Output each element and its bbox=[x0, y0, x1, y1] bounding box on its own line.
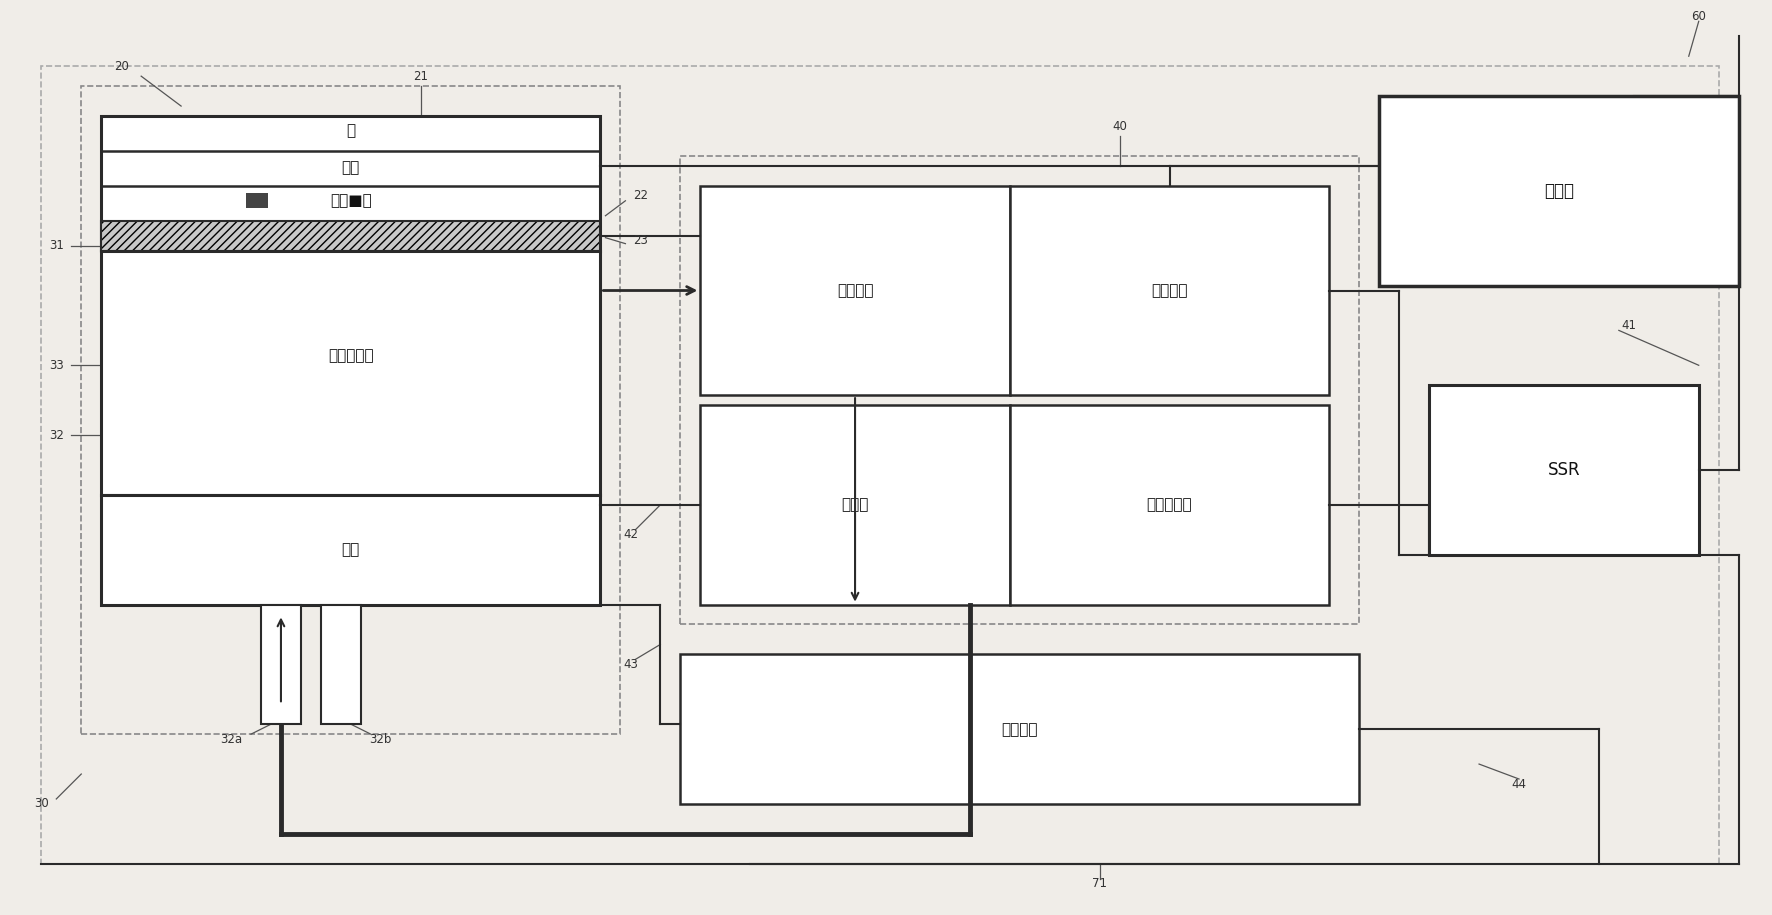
Bar bbox=[41, 66, 1719, 864]
Text: 控制器: 控制器 bbox=[1543, 182, 1574, 199]
Bar bbox=[700, 186, 1010, 395]
Text: 71: 71 bbox=[1092, 877, 1108, 890]
Text: 22: 22 bbox=[633, 189, 649, 202]
Text: 珀尔帖元件: 珀尔帖元件 bbox=[328, 348, 374, 363]
Bar bbox=[1010, 186, 1329, 395]
Bar bbox=[680, 654, 1359, 804]
Text: 冷却剂筱: 冷却剂筱 bbox=[1152, 283, 1187, 298]
Text: 管道风扇: 管道风扇 bbox=[1001, 722, 1038, 737]
Bar bbox=[1379, 96, 1738, 285]
Text: 冷却剂泵: 冷却剂泵 bbox=[836, 283, 874, 298]
Bar bbox=[321, 605, 361, 724]
Text: 42: 42 bbox=[624, 528, 638, 542]
Text: SSR: SSR bbox=[1547, 461, 1581, 479]
Text: 30: 30 bbox=[34, 798, 48, 811]
Text: 水筱: 水筱 bbox=[342, 543, 360, 557]
Bar bbox=[700, 405, 1010, 605]
Text: 基板: 基板 bbox=[342, 160, 360, 176]
Text: 散热器风扇: 散热器风扇 bbox=[1146, 498, 1193, 512]
Text: 20: 20 bbox=[113, 59, 129, 72]
Bar bbox=[1430, 385, 1699, 554]
Text: 23: 23 bbox=[633, 234, 649, 247]
Text: 41: 41 bbox=[1621, 319, 1636, 332]
Bar bbox=[82, 86, 620, 734]
Text: 21: 21 bbox=[413, 70, 429, 82]
Text: 膜: 膜 bbox=[346, 124, 356, 138]
Text: 32b: 32b bbox=[370, 733, 392, 746]
Text: 60: 60 bbox=[1690, 10, 1706, 23]
Bar bbox=[101, 221, 601, 251]
Bar bbox=[101, 495, 601, 605]
Bar bbox=[101, 116, 601, 495]
Bar bbox=[1010, 405, 1329, 605]
Text: 44: 44 bbox=[1512, 778, 1526, 791]
Text: 32a: 32a bbox=[220, 733, 243, 746]
Bar bbox=[246, 193, 268, 208]
Bar bbox=[260, 605, 301, 724]
Text: 32: 32 bbox=[50, 428, 64, 442]
Text: 冷却■床: 冷却■床 bbox=[330, 193, 372, 209]
Text: 40: 40 bbox=[1113, 120, 1127, 133]
Text: 43: 43 bbox=[624, 658, 638, 671]
Text: 散热器: 散热器 bbox=[842, 498, 868, 512]
Bar bbox=[680, 156, 1359, 625]
Text: 33: 33 bbox=[50, 359, 64, 371]
Bar bbox=[101, 221, 601, 251]
Text: 31: 31 bbox=[50, 239, 64, 253]
